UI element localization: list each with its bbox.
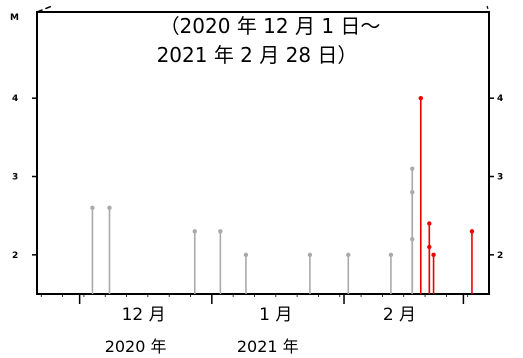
- top-right-dashed-edge: [486, 5, 490, 13]
- y-ticks: 2 2 3 3 4 4: [12, 94, 503, 261]
- stem-head-0-5: [307, 252, 313, 258]
- stem-head-1-1: [427, 221, 432, 226]
- stem-head-0-0: [90, 205, 95, 211]
- stem-head-0-9: [410, 189, 415, 195]
- y-tick-label-left-2: 2: [12, 251, 18, 261]
- plot-frame: [36, 5, 490, 295]
- y-tick-label-left-4: 4: [12, 94, 18, 104]
- stems: [90, 95, 475, 294]
- stem-head-1-3: [431, 252, 436, 258]
- stem-head-0-4: [243, 252, 249, 258]
- x-month-label-0: 12 月: [122, 305, 166, 325]
- stem-head-0-8: [410, 166, 415, 171]
- stem-head-0-1: [107, 205, 112, 211]
- stem-head-0-10: [410, 236, 415, 242]
- x-month-ticks: [40, 294, 469, 304]
- y-axis-label: M: [10, 13, 19, 23]
- y-tick-label-right-3: 3: [497, 173, 503, 183]
- plot-area: [36, 11, 490, 295]
- y-tick-label-left-3: 3: [12, 173, 18, 183]
- x-year-label-1: 2021 年: [237, 337, 299, 356]
- chart-title-line-2: 2021 年 2 月 28 日）: [157, 43, 358, 67]
- stem-head-0-6: [346, 252, 351, 258]
- y-tick-label-right-4: 4: [497, 94, 503, 104]
- stem-head-0-7: [388, 252, 394, 258]
- chart-title-line-1: （2020 年 12 月 1 日～: [160, 14, 381, 38]
- x-year-label-0: 2020 年: [105, 337, 167, 356]
- stem-head-1-0: [418, 95, 423, 101]
- x-month-label-1: 1 月: [259, 305, 292, 325]
- stem-head-0-2: [192, 229, 197, 234]
- stem-head-0-3: [218, 229, 223, 234]
- y-tick-label-right-2: 2: [497, 251, 503, 261]
- stem-head-1-2: [427, 244, 432, 250]
- x-month-label-2: 2 月: [383, 305, 416, 325]
- stem-head-1-4: [469, 229, 475, 234]
- x-labels: 12 月 1 月 2 月 2020 年 2021 年: [105, 305, 416, 356]
